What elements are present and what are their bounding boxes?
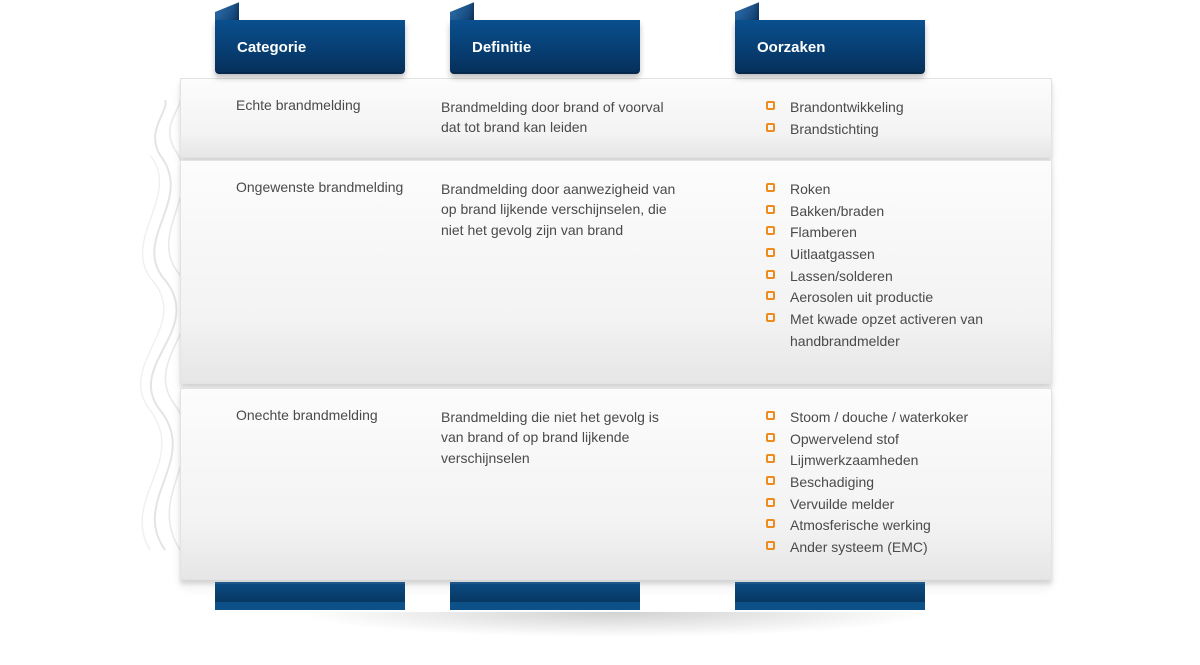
footer-tab-1	[450, 582, 640, 610]
causes-list-2: Stoom / douche / waterkoker Opwervelend …	[766, 407, 1031, 559]
cause-item: Beschadiging	[766, 472, 1031, 494]
infographic-canvas: Categorie Definitie Oorzaken Echte brand…	[0, 0, 1200, 665]
header-label-category: Categorie	[237, 39, 306, 56]
category-2: Onechte brandmelding	[236, 407, 411, 423]
panel-row-0: Echte brandmelding Brandmelding door bra…	[180, 78, 1052, 158]
cause-item: Roken	[766, 179, 1031, 201]
cause-item: Lassen/solderen	[766, 266, 1031, 288]
header-tab-definition: Definitie	[450, 12, 640, 74]
header-tab-category: Categorie	[215, 12, 405, 74]
cause-item: Uitlaatgassen	[766, 244, 1031, 266]
definition-1: Brandmelding door aanwezigheid van op br…	[441, 179, 681, 240]
cause-item: Ander systeem (EMC)	[766, 537, 1031, 559]
definition-0: Brandmelding door brand of voorval dat t…	[441, 97, 681, 138]
definition-2: Brandmelding die niet het gevolg is van …	[441, 407, 681, 468]
cause-item: Brandontwikkeling	[766, 97, 1031, 119]
cause-item: Flamberen	[766, 222, 1031, 244]
cause-item: Opwervelend stof	[766, 429, 1031, 451]
causes-list-1: Roken Bakken/braden Flamberen Uitlaatgas…	[766, 179, 1031, 353]
header-tab-causes: Oorzaken	[735, 12, 925, 74]
header-label-causes: Oorzaken	[757, 39, 825, 56]
cause-item: Met kwade opzet activeren van handbrandm…	[766, 309, 1031, 352]
cause-item: Stoom / douche / waterkoker	[766, 407, 1031, 429]
footer-tab-0	[215, 582, 405, 610]
category-1: Ongewenste brandmelding	[236, 179, 411, 195]
cause-item: Brandstichting	[766, 119, 1031, 141]
header-label-definition: Definitie	[472, 39, 531, 56]
floor-shadow	[160, 612, 1070, 665]
cause-item: Atmosferische werking	[766, 515, 1031, 537]
category-0: Echte brandmelding	[236, 97, 411, 113]
cause-item: Aerosolen uit productie	[766, 287, 1031, 309]
cause-item: Bakken/braden	[766, 201, 1031, 223]
footer-tab-2	[735, 582, 925, 610]
cause-item: Vervuilde melder	[766, 494, 1031, 516]
cause-item: Lijmwerkzaamheden	[766, 450, 1031, 472]
causes-list-0: Brandontwikkeling Brandstichting	[766, 97, 1031, 140]
panel-row-1: Ongewenste brandmelding Brandmelding doo…	[180, 160, 1052, 384]
panel-row-2: Onechte brandmelding Brandmelding die ni…	[180, 388, 1052, 580]
